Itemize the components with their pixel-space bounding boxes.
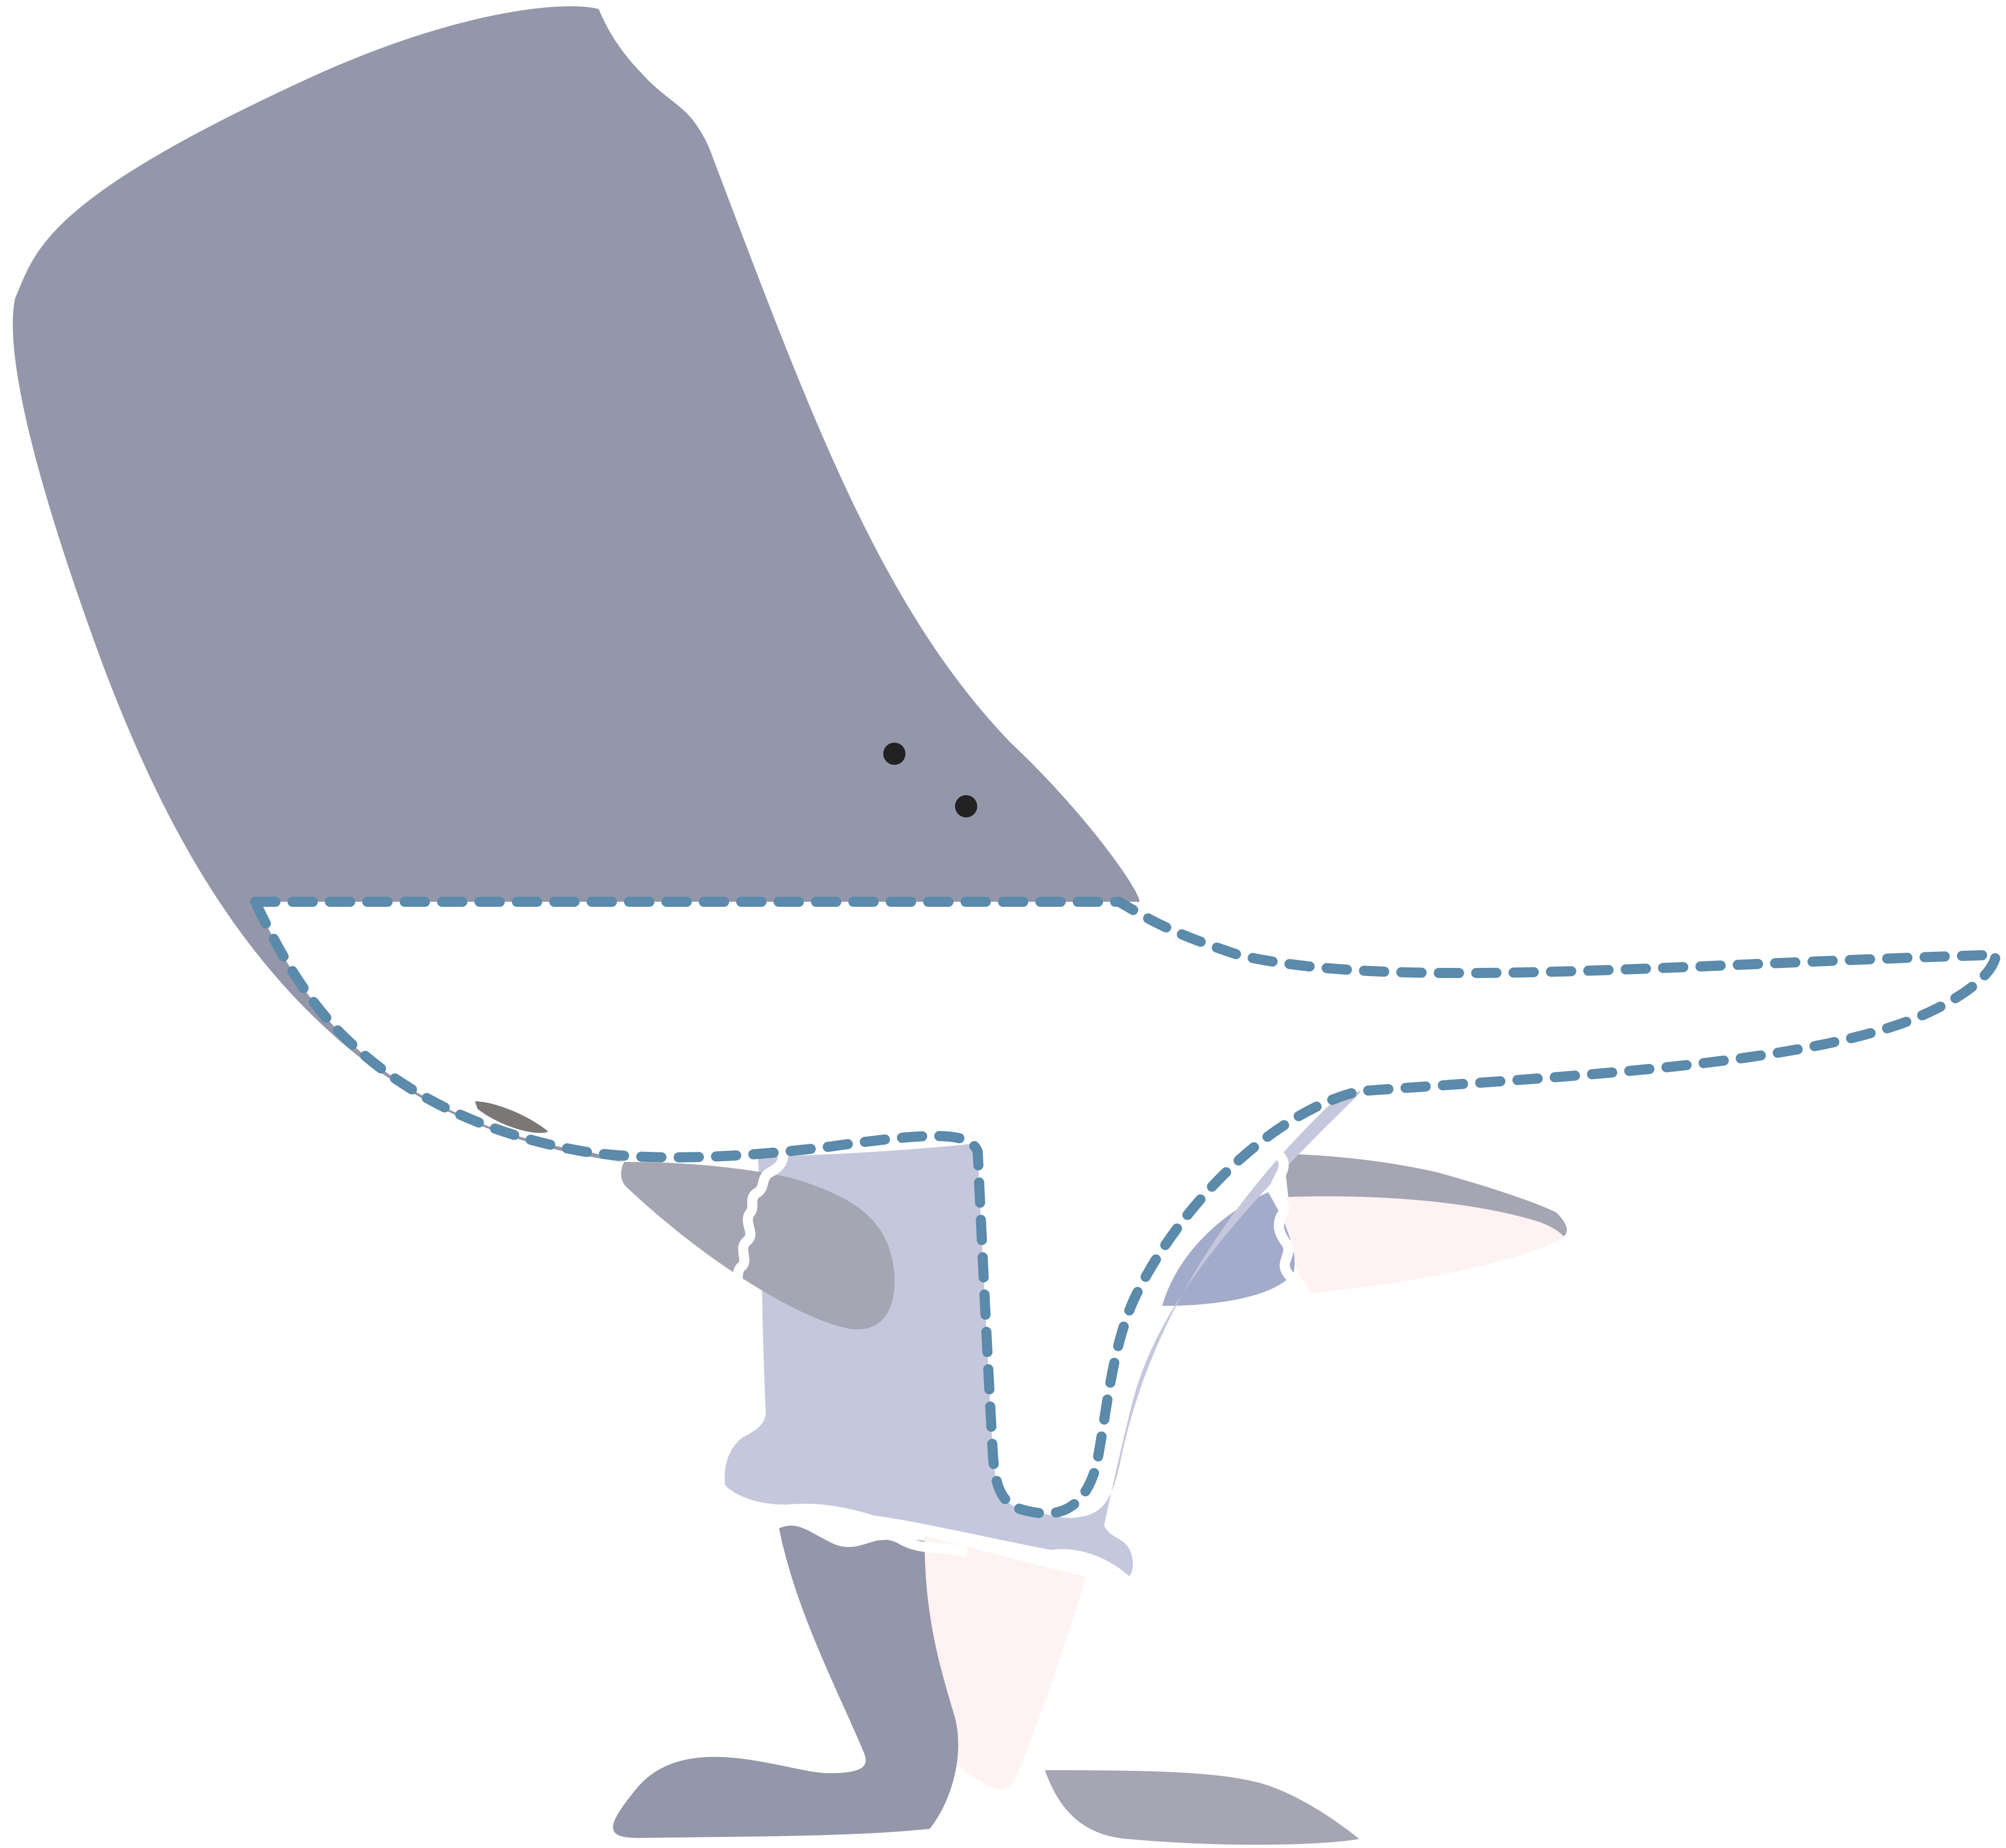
dashed-outline — [250, 897, 2001, 1519]
mouth-slit — [475, 1101, 548, 1133]
back-leg-right — [1045, 1770, 1359, 1845]
fin-right-blue — [1162, 1192, 1295, 1306]
eye-dot-left — [883, 743, 905, 765]
eye-dot-right — [955, 795, 977, 817]
flipper-left — [621, 1162, 895, 1330]
front-leg — [613, 1522, 959, 1838]
whale-head — [13, 6, 1139, 1162]
body-tunic — [725, 1085, 1362, 1576]
mouth-interior — [255, 902, 1996, 1514]
fin-right-pink — [1278, 1196, 1564, 1293]
ruffle-left — [733, 1142, 788, 1298]
ruffle-right — [1270, 1152, 1309, 1296]
ruffle-bottom — [773, 1515, 968, 1556]
